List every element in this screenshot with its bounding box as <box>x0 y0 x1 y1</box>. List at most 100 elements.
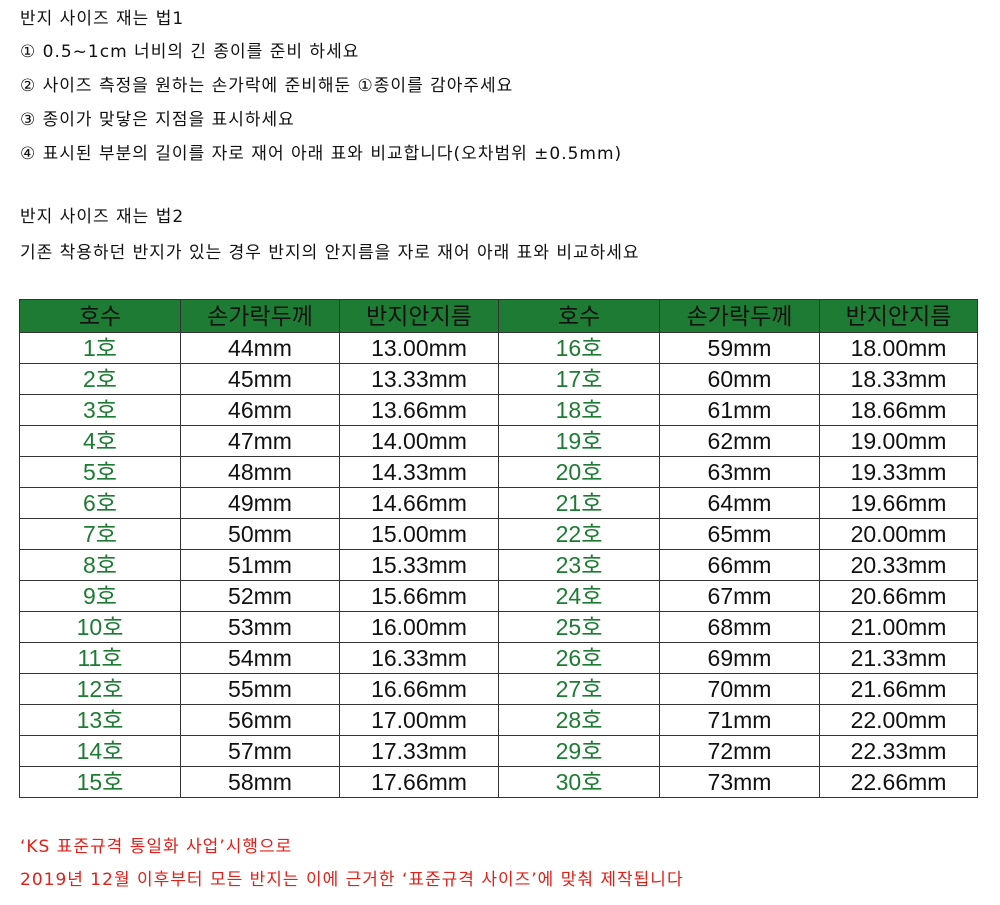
size-cell: 3호 <box>19 394 181 426</box>
finger-width-cell: 49mm <box>180 487 340 519</box>
inner-diameter-cell: 20.00mm <box>819 518 978 550</box>
inner-diameter-cell: 18.33mm <box>819 363 978 395</box>
size-cell: 14호 <box>19 735 181 767</box>
size-cell: 25호 <box>498 611 660 643</box>
finger-width-cell: 67mm <box>659 580 820 612</box>
finger-width-cell: 47mm <box>180 425 340 457</box>
table-row: 9호 52mm 15.66mm 24호 67mm 20.66mm <box>19 580 978 612</box>
method1-step: ② 사이즈 측정을 원하는 손가락에 준비해둔 ①종이를 감아주세요 <box>20 76 514 96</box>
size-cell: 21호 <box>498 487 660 519</box>
size-cell: 24호 <box>498 580 660 612</box>
inner-diameter-cell: 20.33mm <box>819 549 978 581</box>
finger-width-cell: 54mm <box>180 642 340 674</box>
table-row: 13호 56mm 17.00mm 28호 71mm 22.00mm <box>19 704 978 736</box>
table-row: 8호 51mm 15.33mm 23호 66mm 20.33mm <box>19 549 978 581</box>
size-cell: 16호 <box>498 332 660 364</box>
table-row: 10호 53mm 16.00mm 25호 68mm 21.00mm <box>19 611 978 643</box>
size-cell: 15호 <box>19 766 181 798</box>
size-cell: 19호 <box>498 425 660 457</box>
finger-width-cell: 48mm <box>180 456 340 488</box>
column-header: 손가락두께 <box>180 299 340 333</box>
inner-diameter-cell: 19.33mm <box>819 456 978 488</box>
table-and-notice: 호수 손가락두께 반지안지름 호수 손가락두께 반지안지름 1호 44mm 13.00mm 16… <box>19 299 978 891</box>
column-header: 손가락두께 <box>659 299 820 333</box>
inner-diameter-cell: 21.33mm <box>819 642 978 674</box>
table-row: 14호 57mm 17.33mm 29호 72mm 22.33mm <box>19 735 978 767</box>
size-cell: 1호 <box>19 332 181 364</box>
inner-diameter-cell: 18.66mm <box>819 394 978 426</box>
size-cell: 17호 <box>498 363 660 395</box>
finger-width-cell: 65mm <box>659 518 820 550</box>
inner-diameter-cell: 19.66mm <box>819 487 978 519</box>
size-cell: 30호 <box>498 766 660 798</box>
size-cell: 22호 <box>498 518 660 550</box>
size-cell: 13호 <box>19 704 181 736</box>
finger-width-cell: 55mm <box>180 673 340 705</box>
size-cell: 9호 <box>19 580 181 612</box>
inner-diameter-cell: 22.00mm <box>819 704 978 736</box>
method2-text: 기존 착용하던 반지가 있는 경우 반지의 안지름을 자로 재어 아래 표와 비… <box>20 243 640 263</box>
finger-width-cell: 44mm <box>180 332 340 364</box>
inner-diameter-cell: 14.33mm <box>339 456 499 488</box>
size-cell: 6호 <box>19 487 181 519</box>
finger-width-cell: 73mm <box>659 766 820 798</box>
finger-width-cell: 52mm <box>180 580 340 612</box>
finger-width-cell: 51mm <box>180 549 340 581</box>
inner-diameter-cell: 21.66mm <box>819 673 978 705</box>
column-header: 반지안지름 <box>819 299 978 333</box>
table-row: 11호 54mm 16.33mm 26호 69mm 21.33mm <box>19 642 978 674</box>
method1-step: ① 0.5~1cm 너비의 긴 종이를 준비 하세요 <box>20 42 360 62</box>
inner-diameter-cell: 16.66mm <box>339 673 499 705</box>
inner-diameter-cell: 13.00mm <box>339 332 499 364</box>
finger-width-cell: 50mm <box>180 518 340 550</box>
size-cell: 8호 <box>19 549 181 581</box>
inner-diameter-cell: 16.33mm <box>339 642 499 674</box>
size-cell: 29호 <box>498 735 660 767</box>
size-cell: 4호 <box>19 425 181 457</box>
inner-diameter-cell: 16.00mm <box>339 611 499 643</box>
size-cell: 5호 <box>19 456 181 488</box>
table-row: 5호 48mm 14.33mm 20호 63mm 19.33mm <box>19 456 978 488</box>
size-cell: 20호 <box>498 456 660 488</box>
finger-width-cell: 59mm <box>659 332 820 364</box>
finger-width-cell: 64mm <box>659 487 820 519</box>
finger-width-cell: 53mm <box>180 611 340 643</box>
inner-diameter-cell: 17.33mm <box>339 735 499 767</box>
size-cell: 26호 <box>498 642 660 674</box>
size-cell: 28호 <box>498 704 660 736</box>
finger-width-cell: 68mm <box>659 611 820 643</box>
table-row: 6호 49mm 14.66mm 21호 64mm 19.66mm <box>19 487 978 519</box>
table-row: 4호 47mm 14.00mm 19호 62mm 19.00mm <box>19 425 978 457</box>
finger-width-cell: 46mm <box>180 394 340 426</box>
notice-line: 2019년 12월 이후부터 모든 반지는 이에 근거한 ‘표준규격 사이즈’에… <box>20 870 684 890</box>
size-cell: 2호 <box>19 363 181 395</box>
notice-line: ‘KS 표준규격 통일화 사업’시행으로 <box>20 837 293 857</box>
inner-diameter-cell: 17.00mm <box>339 704 499 736</box>
inner-diameter-cell: 17.66mm <box>339 766 499 798</box>
size-cell: 10호 <box>19 611 181 643</box>
table-row: 7호 50mm 15.00mm 22호 65mm 20.00mm <box>19 518 978 550</box>
inner-diameter-cell: 22.66mm <box>819 766 978 798</box>
method1-step: ③ 종이가 맞닿은 지점을 표시하세요 <box>20 110 295 130</box>
size-cell: 11호 <box>19 642 181 674</box>
finger-width-cell: 62mm <box>659 425 820 457</box>
size-cell: 23호 <box>498 549 660 581</box>
method1-step: ④ 표시된 부분의 길이를 자로 재어 아래 표와 비교합니다(오차범위 ±0.… <box>20 144 623 164</box>
finger-width-cell: 45mm <box>180 363 340 395</box>
finger-width-cell: 58mm <box>180 766 340 798</box>
inner-diameter-cell: 22.33mm <box>819 735 978 767</box>
inner-diameter-cell: 15.00mm <box>339 518 499 550</box>
column-header: 호수 <box>498 299 660 333</box>
size-cell: 18호 <box>498 394 660 426</box>
inner-diameter-cell: 20.66mm <box>819 580 978 612</box>
table-row: 12호 55mm 16.66mm 27호 70mm 21.66mm <box>19 673 978 705</box>
finger-width-cell: 60mm <box>659 363 820 395</box>
finger-width-cell: 72mm <box>659 735 820 767</box>
table-row: 1호 44mm 13.00mm 16호 59mm 18.00mm <box>19 332 978 364</box>
size-cell: 27호 <box>498 673 660 705</box>
size-cell: 12호 <box>19 673 181 705</box>
finger-width-cell: 61mm <box>659 394 820 426</box>
finger-width-cell: 66mm <box>659 549 820 581</box>
inner-diameter-cell: 18.00mm <box>819 332 978 364</box>
inner-diameter-cell: 14.66mm <box>339 487 499 519</box>
